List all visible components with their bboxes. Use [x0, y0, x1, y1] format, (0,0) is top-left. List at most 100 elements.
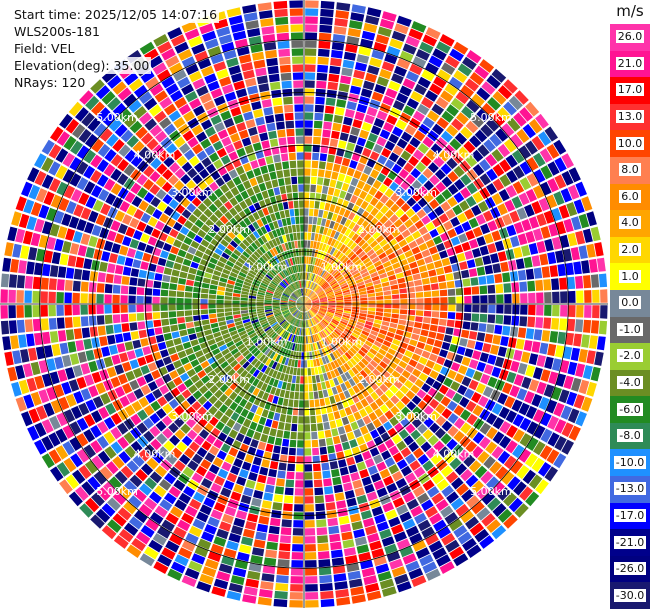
velocity-gate: [192, 255, 202, 264]
velocity-gate: [304, 298, 310, 304]
velocity-gate: [512, 149, 525, 164]
velocity-gate: [378, 374, 387, 383]
velocity-gate: [401, 244, 411, 253]
velocity-gate: [257, 474, 267, 484]
velocity-gate: [516, 207, 528, 220]
velocity-gate: [291, 48, 303, 56]
velocity-gate: [110, 376, 121, 388]
velocity-gate: [363, 22, 378, 33]
velocity-gate: [421, 97, 434, 109]
velocity-gate: [32, 318, 41, 332]
velocity-gate: [502, 358, 512, 370]
velocity-gate: [600, 289, 608, 303]
velocity-gate: [48, 305, 56, 317]
velocity-gate: [230, 186, 240, 196]
velocity-gate: [310, 265, 315, 273]
velocity-gate: [300, 360, 304, 368]
velocity-gate: [238, 388, 247, 398]
velocity-gate: [536, 304, 544, 316]
velocity-gate: [207, 229, 217, 238]
velocity-gate: [234, 405, 244, 415]
velocity-gate: [279, 64, 291, 73]
velocity-gate: [235, 165, 245, 176]
velocity-gate: [144, 288, 153, 296]
velocity-gate: [366, 249, 375, 257]
velocity-gate: [204, 234, 213, 243]
velocity-gate: [415, 161, 427, 173]
velocity-gate: [344, 228, 352, 237]
velocity-gate: [149, 413, 161, 424]
velocity-gate: [304, 296, 306, 304]
velocity-gate: [304, 104, 314, 112]
velocity-gate: [511, 282, 520, 293]
velocity-gate: [492, 91, 507, 105]
velocity-gate: [384, 209, 394, 219]
velocity-gate: [379, 103, 391, 114]
velocity-gate: [236, 366, 245, 375]
velocity-gate: [304, 432, 311, 440]
velocity-gate: [445, 209, 456, 220]
velocity-gate: [252, 211, 260, 221]
velocity-gate: [262, 324, 270, 330]
velocity-gate: [279, 56, 291, 65]
velocity-gate: [307, 289, 311, 297]
velocity-gate: [216, 260, 226, 268]
velocity-gate: [280, 320, 287, 327]
velocity-gate: [245, 364, 254, 372]
velocity-gate: [491, 481, 506, 496]
velocity-gate: [103, 240, 114, 252]
velocity-gate: [391, 524, 404, 535]
velocity-gate: [536, 292, 544, 304]
velocity-gate: [318, 209, 324, 218]
velocity-gate: [342, 59, 355, 69]
velocity-gate: [340, 75, 352, 85]
velocity-gate: [291, 293, 298, 299]
velocity-gate: [181, 161, 193, 173]
velocity-gate: [192, 518, 206, 530]
velocity-gate: [252, 369, 260, 378]
velocity-gate: [264, 484, 275, 494]
velocity-gate: [107, 389, 118, 402]
velocity-gate: [183, 486, 196, 498]
velocity-gate: [321, 137, 330, 146]
velocity-gate: [295, 128, 304, 136]
velocity-gate: [257, 2, 272, 12]
velocity-gate: [304, 360, 308, 368]
velocity-gate: [281, 309, 289, 313]
velocity-gate: [304, 300, 312, 304]
velocity-gate: [283, 226, 289, 234]
velocity-gate: [304, 160, 311, 168]
velocity-gate: [230, 72, 243, 83]
velocity-gate: [371, 91, 384, 102]
velocity-gate: [310, 273, 314, 281]
velocity-gate: [519, 161, 532, 175]
velocity-gate: [520, 293, 528, 304]
velocity-gate: [99, 128, 113, 142]
velocity-gate: [330, 57, 342, 67]
velocity-gate: [328, 73, 340, 83]
velocity-gate: [453, 405, 465, 416]
velocity-gate: [174, 499, 187, 511]
velocity-gate: [224, 300, 232, 304]
velocity-gate: [187, 168, 198, 179]
velocity-gate: [343, 209, 351, 218]
velocity-gate: [291, 375, 297, 384]
velocity-gate: [226, 125, 238, 136]
velocity-gate: [265, 242, 272, 250]
velocity-gate: [540, 369, 551, 382]
velocity-gate: [297, 299, 304, 304]
velocity-gate: [331, 428, 339, 437]
velocity-gate: [281, 243, 287, 252]
velocity-gate: [299, 288, 302, 296]
velocity-gate: [387, 375, 397, 384]
velocity-gate: [372, 323, 381, 329]
velocity-gate: [454, 179, 465, 191]
velocity-gate: [152, 451, 164, 464]
velocity-gate: [271, 370, 278, 379]
velocity-gate: [79, 90, 94, 105]
velocity-gate: [244, 324, 253, 330]
velocity-gate: [524, 204, 535, 217]
velocity-gate: [269, 259, 276, 267]
velocity-gate: [34, 170, 47, 186]
velocity-gate: [319, 583, 333, 592]
